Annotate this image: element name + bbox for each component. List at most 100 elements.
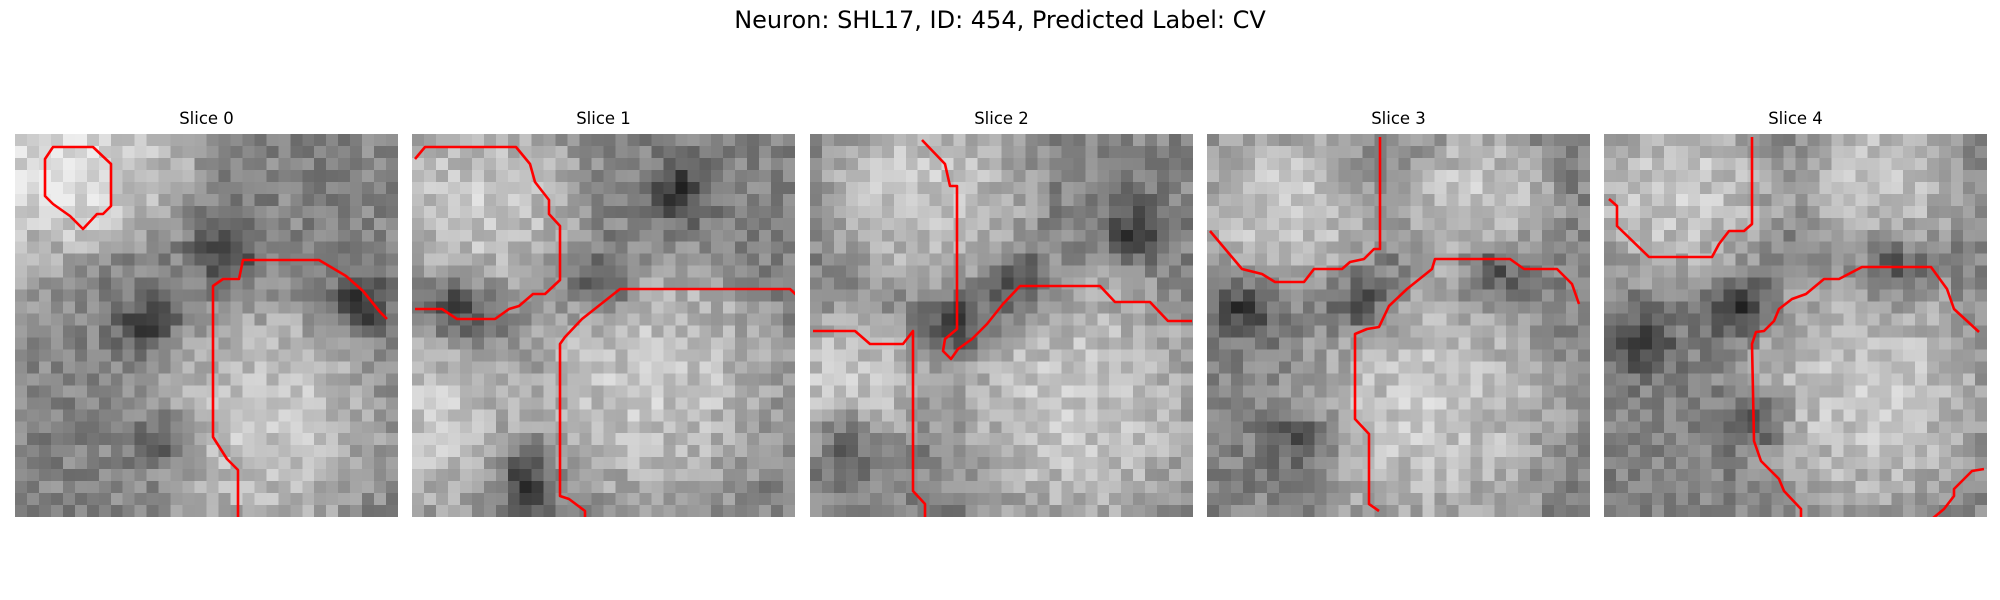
- slice-panel-3: Slice 3: [1207, 108, 1590, 517]
- image-pixel: [1037, 457, 1050, 470]
- image-pixel: [711, 265, 724, 279]
- image-pixel: [435, 493, 449, 506]
- image-pixel: [314, 217, 327, 231]
- image-pixel: [314, 301, 327, 315]
- image-pixel: [810, 421, 823, 434]
- image-pixel: [857, 409, 871, 422]
- image-pixel: [603, 277, 617, 291]
- image-pixel: [651, 313, 664, 327]
- image-pixel: [977, 469, 991, 482]
- image-pixel: [929, 205, 943, 219]
- image-pixel: [759, 193, 772, 207]
- image-pixel: [1434, 481, 1447, 494]
- image-pixel: [1604, 325, 1617, 339]
- image-pixel: [747, 277, 760, 291]
- image-pixel: [1615, 265, 1629, 279]
- image-pixel: [1699, 313, 1713, 327]
- image-pixel: [1085, 409, 1098, 422]
- image-pixel: [15, 361, 28, 374]
- image-pixel: [1109, 469, 1122, 482]
- image-pixel: [1771, 145, 1785, 159]
- image-pixel: [158, 445, 172, 458]
- image-pixel: [1133, 169, 1146, 183]
- image-pixel: [555, 325, 569, 339]
- image-pixel: [362, 193, 375, 207]
- image-pixel: [1879, 229, 1892, 243]
- image-pixel: [110, 349, 124, 363]
- image-pixel: [302, 241, 315, 255]
- image-pixel: [1795, 157, 1809, 171]
- image-pixel: [1157, 409, 1170, 422]
- image-pixel: [1711, 277, 1725, 291]
- image-pixel: [1085, 337, 1098, 351]
- image-pixel: [1266, 181, 1280, 195]
- image-pixel: [941, 253, 955, 267]
- image-pixel: [74, 361, 88, 374]
- image-pixel: [1242, 325, 1256, 339]
- image-pixel: [953, 217, 967, 231]
- image-pixel: [1699, 241, 1713, 255]
- image-pixel: [1723, 301, 1737, 315]
- cell-boundary: [1353, 257, 1581, 513]
- image-pixel: [1350, 445, 1364, 458]
- image-pixel: [194, 325, 208, 339]
- image-pixel: [1133, 457, 1146, 470]
- image-pixel: [579, 409, 593, 422]
- image-pixel: [242, 373, 255, 386]
- image-pixel: [1915, 385, 1928, 398]
- image-pixel: [1566, 253, 1579, 267]
- image-pixel: [1422, 241, 1436, 255]
- image-pixel: [1554, 205, 1567, 219]
- image-pixel: [881, 433, 895, 446]
- image-pixel: [1807, 277, 1821, 291]
- image-pixel: [1458, 505, 1471, 517]
- image-pixel: [146, 385, 160, 398]
- image-pixel: [290, 313, 303, 327]
- image-pixel: [338, 277, 351, 291]
- image-pixel: [1097, 373, 1110, 386]
- image-pixel: [290, 361, 303, 374]
- image-pixel: [1939, 253, 1952, 267]
- image-pixel: [374, 337, 387, 351]
- image-pixel: [1109, 385, 1122, 398]
- image-pixel: [1278, 301, 1292, 315]
- image-pixel: [579, 229, 593, 243]
- image-pixel: [723, 457, 736, 470]
- image-pixel: [989, 241, 1003, 255]
- image-pixel: [1843, 433, 1856, 446]
- image-pixel: [146, 253, 160, 267]
- image-pixel: [735, 193, 748, 207]
- image-pixel: [1783, 229, 1797, 243]
- image-pixel: [1121, 217, 1134, 231]
- image-pixel: [182, 301, 196, 315]
- image-pixel: [1506, 145, 1519, 159]
- image-pixel: [1735, 445, 1749, 458]
- image-pixel: [1013, 181, 1027, 195]
- image-pixel: [735, 241, 748, 255]
- image-pixel: [771, 397, 784, 410]
- image-pixel: [881, 169, 895, 183]
- image-pixel: [266, 481, 279, 494]
- image-pixel: [1097, 481, 1110, 494]
- image-pixel: [1157, 313, 1170, 327]
- image-pixel: [1422, 421, 1436, 434]
- image-pixel: [1398, 361, 1412, 374]
- image-pixel: [965, 361, 979, 374]
- image-pixel: [893, 134, 907, 147]
- image-pixel: [1097, 325, 1110, 339]
- image-pixel: [218, 289, 232, 303]
- image-pixel: [857, 433, 871, 446]
- image-pixel: [1554, 433, 1567, 446]
- image-pixel: [1458, 385, 1471, 398]
- image-pixel: [783, 505, 795, 517]
- image-pixel: [1207, 493, 1220, 506]
- image-pixel: [1891, 385, 1904, 398]
- image-pixel: [1783, 265, 1797, 279]
- image-pixel: [194, 241, 208, 255]
- image-pixel: [1422, 277, 1436, 291]
- image-pixel: [86, 265, 100, 279]
- image-pixel: [1723, 253, 1737, 267]
- image-pixel: [1254, 421, 1268, 434]
- image-pixel: [821, 229, 835, 243]
- image-pixel: [435, 481, 449, 494]
